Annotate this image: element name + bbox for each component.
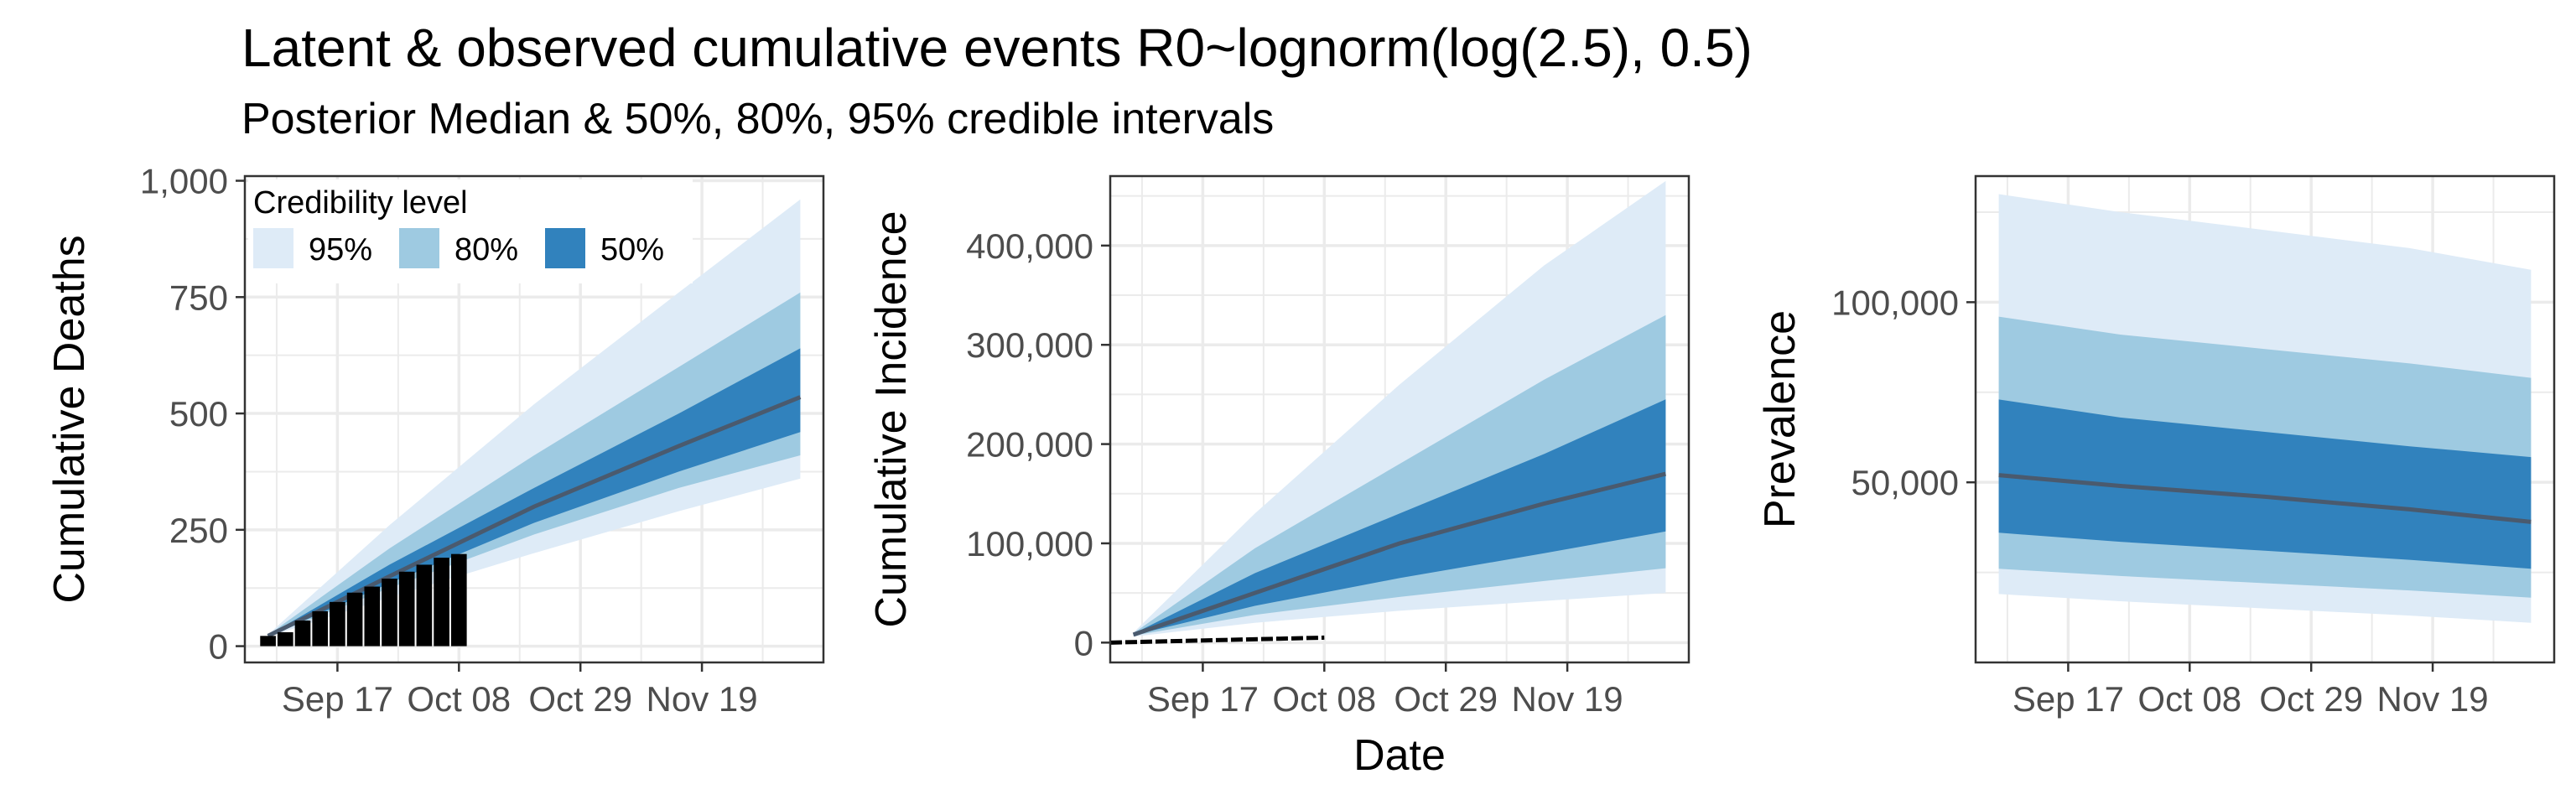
x-tick-label: Sep 17 <box>1147 679 1259 719</box>
observed-bar <box>382 579 397 647</box>
y-tick-label: 0 <box>209 627 228 667</box>
observed-bar <box>330 601 345 647</box>
x-axis-title: Date <box>1353 731 1446 780</box>
legend-swatch-95 <box>253 228 293 268</box>
legend-background <box>248 179 693 283</box>
median-line <box>1132 471 1666 637</box>
x-tick-label: Nov 19 <box>1512 679 1623 719</box>
legend-swatch-80 <box>399 228 439 268</box>
y-tick-label: 100,000 <box>966 524 1093 564</box>
legend-title: Credibility level <box>253 185 468 221</box>
observed-bar <box>450 553 467 647</box>
legend-swatch-50 <box>545 228 585 268</box>
x-tick-label: Sep 17 <box>282 679 393 719</box>
y-tick-label: 100,000 <box>1831 283 1959 322</box>
x-tick-label: Oct 08 <box>407 679 511 719</box>
legend-label: 95% <box>309 232 372 267</box>
figure-title: Latent & observed cumulative events R0~l… <box>242 18 1753 78</box>
ribbon-95 <box>267 199 801 637</box>
observed-bar <box>260 636 276 647</box>
observed-bar <box>294 621 311 647</box>
median-line <box>1998 473 2532 524</box>
y-tick-label: 0 <box>1074 623 1093 662</box>
x-tick-label: Nov 19 <box>647 679 758 719</box>
y-axis-title: Cumulative Incidence <box>867 210 916 627</box>
panel-border <box>1974 174 2556 664</box>
y-tick-label: 750 <box>169 278 228 317</box>
y-tick-label: 500 <box>169 394 228 434</box>
panel-prevalence: Sep 17 Oct 08 Oct 29 Nov 19 50,000 100,000 Pre… <box>1756 174 2556 719</box>
x-tick-label: Oct 08 <box>1272 679 1376 719</box>
y-axis-title: Cumulative Deaths <box>45 235 94 603</box>
observed-bar <box>312 610 329 647</box>
y-tick-label: 200,000 <box>966 425 1093 465</box>
panel-border <box>243 174 825 664</box>
ribbon-80 <box>1133 314 1666 636</box>
observed-line <box>1109 635 1325 645</box>
y-tick-label: 1,000 <box>140 162 228 201</box>
panel-incidence: Sep 17 Oct 08 Oct 29 Nov 19 0 100,000 200,000 3… <box>867 174 1690 780</box>
observed-bar <box>346 592 363 647</box>
y-tick-label: 300,000 <box>966 325 1093 365</box>
observed-bar <box>398 571 415 647</box>
x-tick-label: Oct 08 <box>2137 679 2241 719</box>
observed-bar <box>434 558 449 647</box>
x-tick-label: Oct 29 <box>2259 679 2363 719</box>
ribbon-50 <box>1133 399 1666 636</box>
y-tick-label: 50,000 <box>1852 463 1959 502</box>
x-tick-label: Nov 19 <box>2377 679 2489 719</box>
panel-border <box>1109 174 1690 664</box>
panel-deaths: Sep 17 Oct 08 Oct 29 Nov 19 0 250 500 750 1,000 C… <box>45 162 825 719</box>
x-tick-label: Oct 29 <box>1394 679 1498 719</box>
figure-subtitle: Posterior Median & 50%, 80%, 95% credibl… <box>242 95 1275 143</box>
legend-label: 80% <box>454 232 518 267</box>
x-tick-label: Oct 29 <box>528 679 632 719</box>
observed-bar <box>277 631 293 647</box>
ribbon-80 <box>267 292 801 636</box>
y-tick-label: 250 <box>169 511 228 550</box>
legend: Credibility level 95% 80% 50% <box>248 179 693 283</box>
observed-bar <box>416 564 433 647</box>
x-tick-label: Sep 17 <box>2012 679 2124 719</box>
legend-label: 50% <box>600 232 664 267</box>
ribbon-50 <box>267 348 801 636</box>
y-tick-label: 400,000 <box>966 226 1093 266</box>
y-axis-title: Prevalence <box>1756 310 1805 528</box>
ribbon-50 <box>1998 399 2532 569</box>
observed-bar <box>364 586 381 647</box>
